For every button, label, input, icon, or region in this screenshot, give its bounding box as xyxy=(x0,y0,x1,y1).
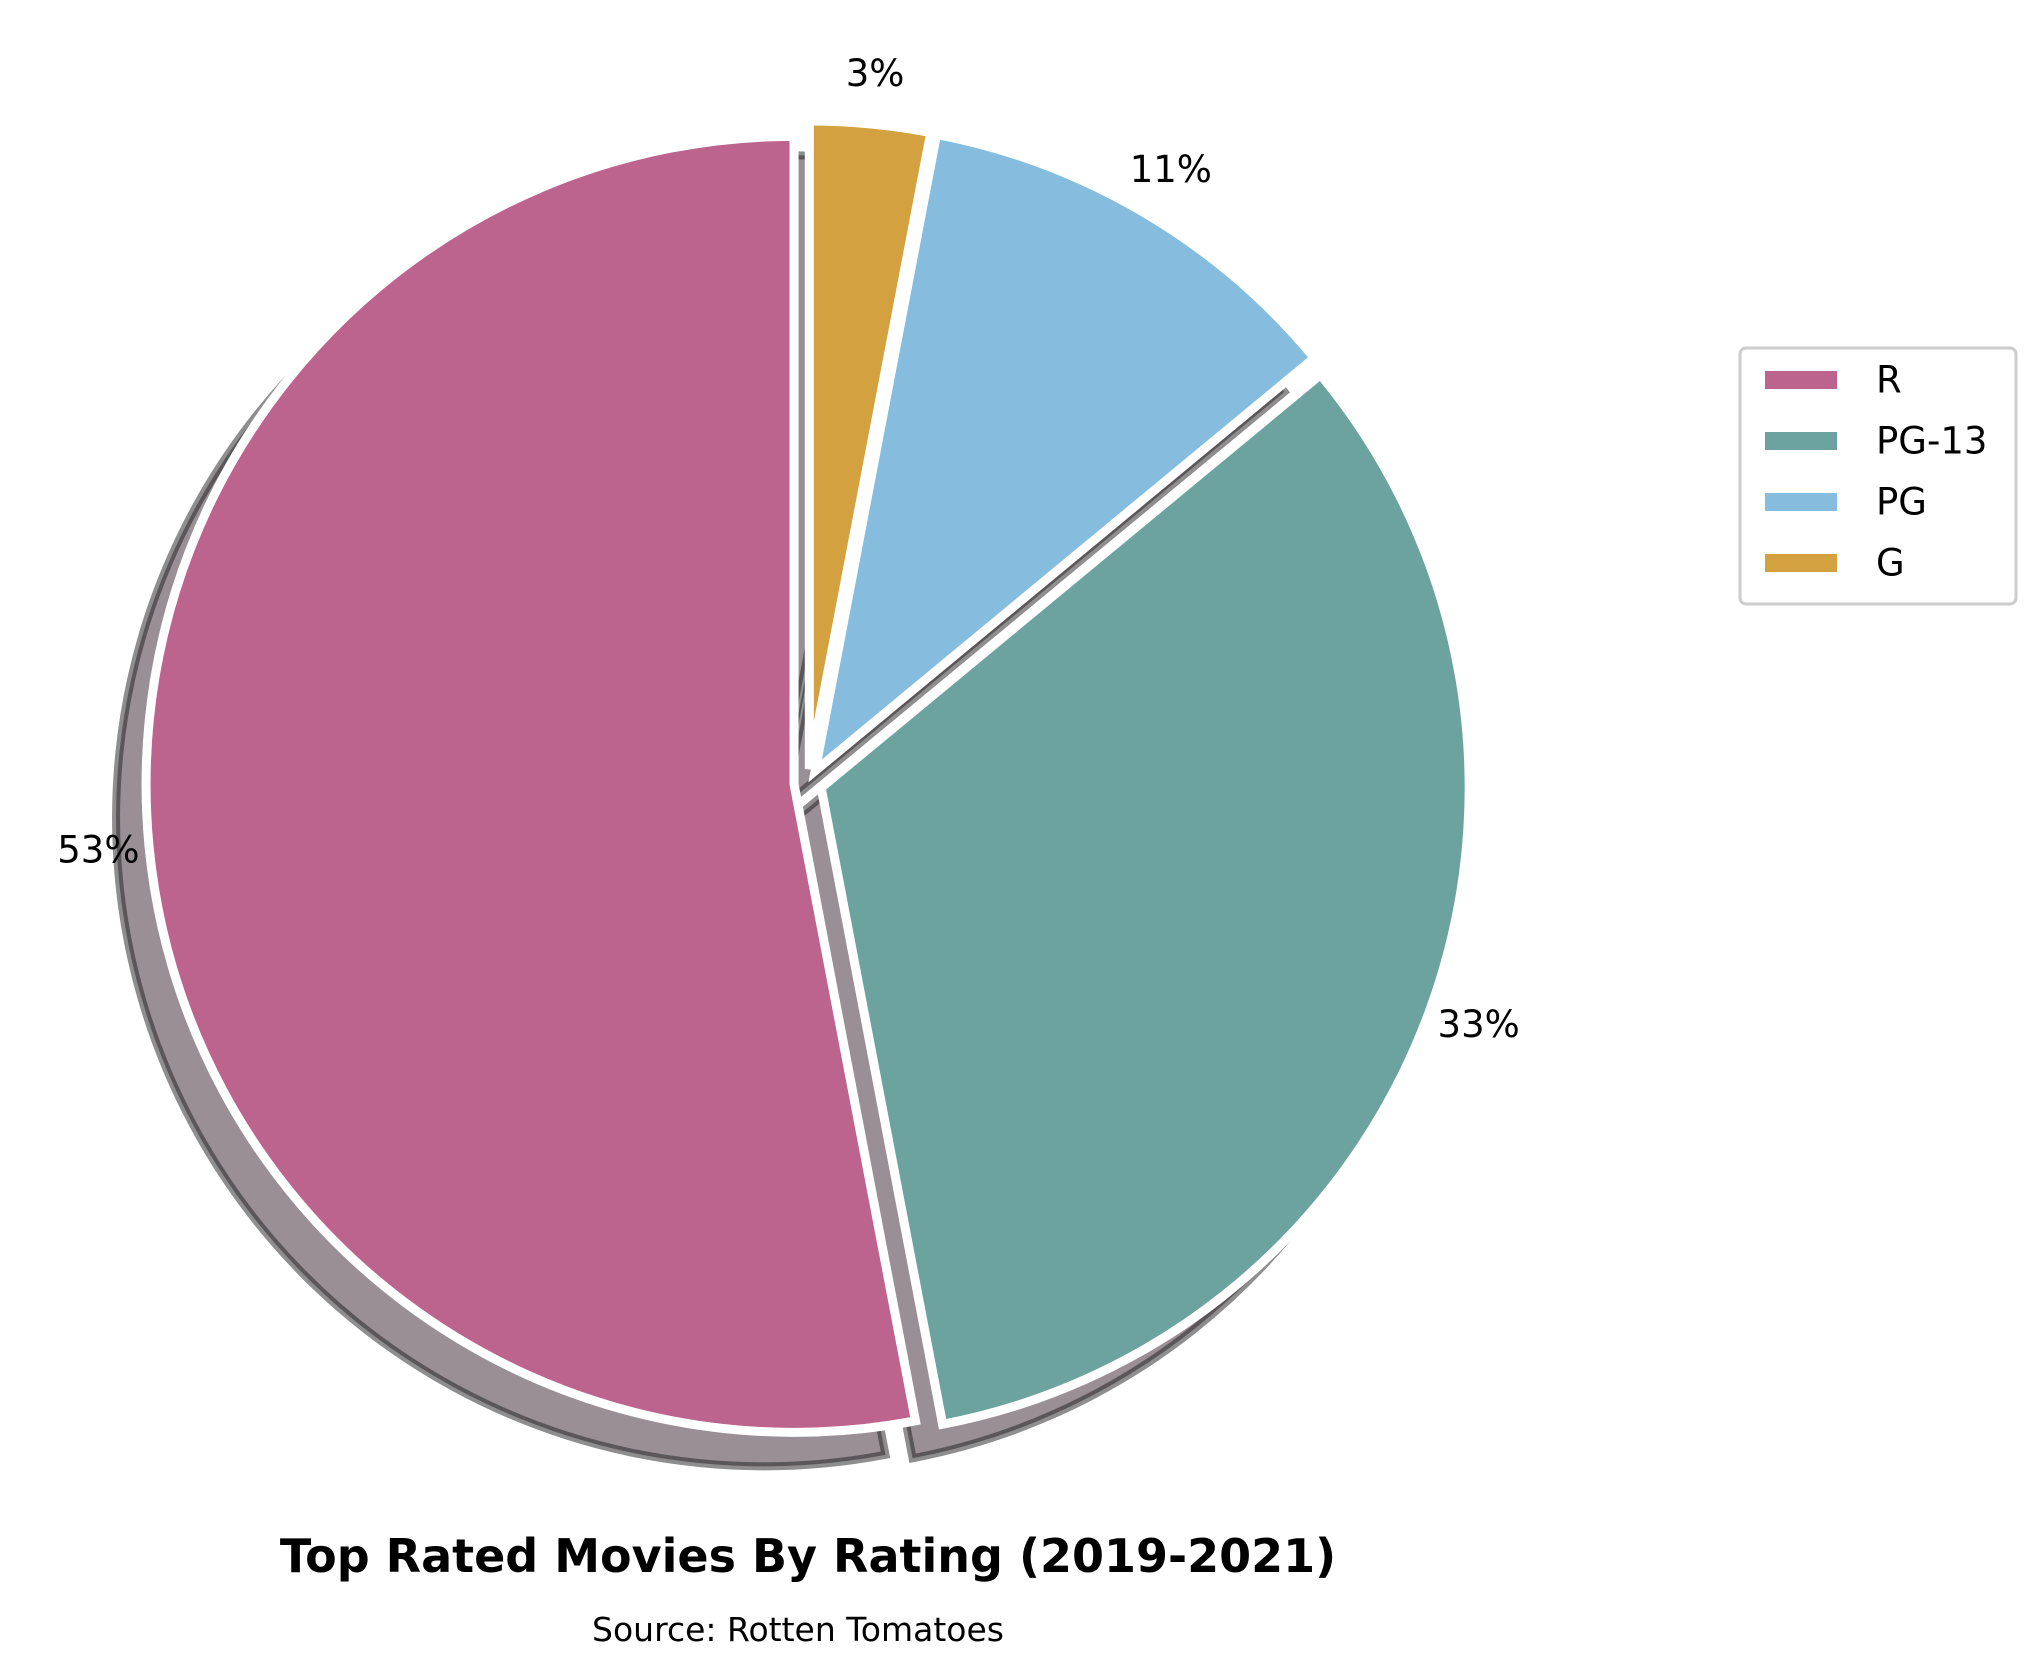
slice-pg-13 xyxy=(816,368,1474,1430)
chart-subtitle: Source: Rotten Tomatoes xyxy=(592,1610,1004,1649)
legend-swatch-pg-13 xyxy=(1765,432,1837,450)
legend-label-pg: PG xyxy=(1876,481,1927,524)
chart-title: Top Rated Movies By Rating (2019-2021) xyxy=(280,1529,1336,1583)
slice-pg xyxy=(808,129,1321,783)
value-label-pg-13: 33% xyxy=(1438,1003,1520,1046)
legend-swatch-g xyxy=(1765,554,1837,572)
legend: R PG-13 PG G xyxy=(1738,346,2018,606)
slice-g xyxy=(804,116,937,770)
slice-r xyxy=(141,131,921,1437)
value-label-g: 3% xyxy=(846,52,905,95)
legend-label-g: G xyxy=(1876,542,1905,585)
pie-slices xyxy=(141,116,1474,1437)
value-label-pg: 11% xyxy=(1130,148,1212,191)
legend-frame xyxy=(1738,346,2018,606)
legend-swatch-r xyxy=(1765,371,1837,389)
value-label-r: 53% xyxy=(57,829,139,872)
legend-label-pg-13: PG-13 xyxy=(1876,420,1987,463)
pie-value-labels: 53% 33% 11% 3% xyxy=(57,52,1520,1046)
legend-swatch-pg xyxy=(1765,493,1837,511)
legend-label-r: R xyxy=(1876,359,1902,402)
